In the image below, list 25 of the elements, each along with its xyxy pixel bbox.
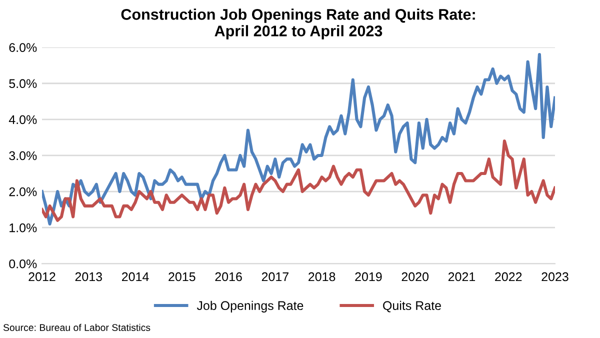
x-tick-label: 2012 — [28, 272, 56, 282]
line-series — [42, 140, 555, 222]
x-tick-label: 2015 — [168, 272, 196, 282]
x-tick-label: 2020 — [402, 272, 429, 282]
chart-title: Construction Job Openings Rate and Quits Rate: April 2012 to April 2023 — [121, 8, 475, 40]
line-series — [42, 53, 555, 226]
x-tick-label: 2018 — [308, 272, 336, 282]
x-tick-label: 2023 — [542, 272, 568, 282]
legend-label: Job Openings Rate — [196, 300, 304, 312]
y-tick-label: 2.0% — [9, 187, 37, 196]
y-tick-label: 6.0% — [9, 43, 37, 52]
y-tick-label: 0.0% — [9, 259, 37, 268]
x-tick-label: 2021 — [448, 272, 476, 282]
y-tick-label: 3.0% — [9, 151, 37, 160]
x-tick-label: 2019 — [355, 272, 382, 282]
x-tick-label: 2022 — [495, 272, 522, 282]
legend-label: Quits Rate — [383, 300, 441, 312]
x-tick-label: 2013 — [75, 272, 102, 282]
x-tick-label: 2017 — [262, 272, 288, 282]
x-tick-label: 2016 — [215, 272, 242, 282]
x-tick-label: 2014 — [122, 272, 149, 282]
y-tick-label: 4.0% — [8, 115, 37, 124]
y-tick-label: 1.0% — [10, 223, 37, 232]
source-note: Source: Bureau of Labor Statistics — [3, 324, 150, 332]
y-tick-label: 5.0% — [9, 79, 37, 88]
